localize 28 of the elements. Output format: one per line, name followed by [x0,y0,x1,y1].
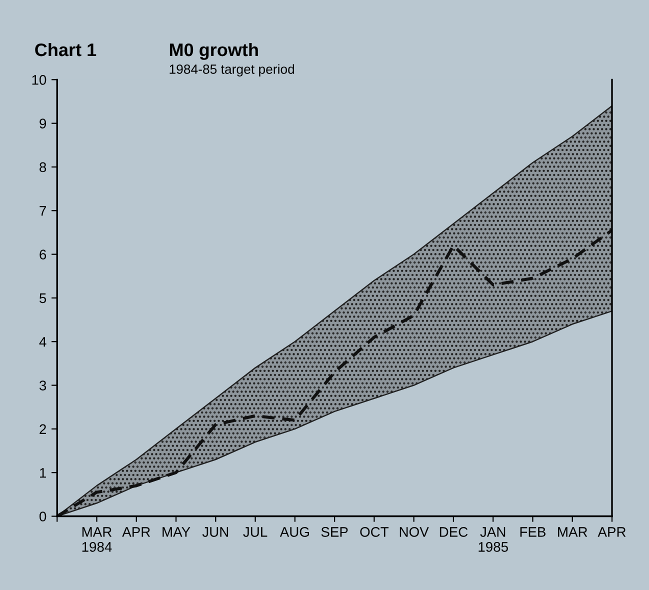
y-tick-label: 2 [40,424,46,434]
x-tick-label: NOV [400,527,429,537]
y-tick-label: 0 [40,512,46,522]
x-tick-label: FEB [520,527,546,537]
x-tick-label: AUG [280,527,309,537]
y-tick-label: 9 [40,118,46,128]
y-tick-label: 4 [39,337,46,347]
caption: Chart 1 [35,42,96,56]
x-tick-label: JAN 1985 [478,527,508,552]
chart-title: M0 growth [170,42,258,60]
x-tick-label: APR [122,527,150,537]
x-tick-label: OCT [360,527,389,537]
x-tick-label: SEP [321,527,348,537]
y-tick-label: 3 [40,380,46,390]
y-tick-label: 10 [32,74,46,85]
x-tick-label: JUN [202,527,228,537]
y-tick-label: 5 [40,293,46,304]
y-tick-label: 8 [40,162,46,172]
chart-subtitle: 1984-85 target period [170,64,294,76]
y-tick-label: 7 [40,206,46,216]
x-tick-label: DEC [440,527,468,537]
x-tick-label: MAR [558,527,588,537]
x-tick-label: MAY [162,527,190,537]
x-tick-label: APR [598,527,626,537]
y-tick-label: 6 [40,250,46,260]
x-tick-label: MAR 1984 [82,527,112,552]
x-tick-label: JUL [243,527,268,537]
y-tick-label: 1 [40,468,46,478]
